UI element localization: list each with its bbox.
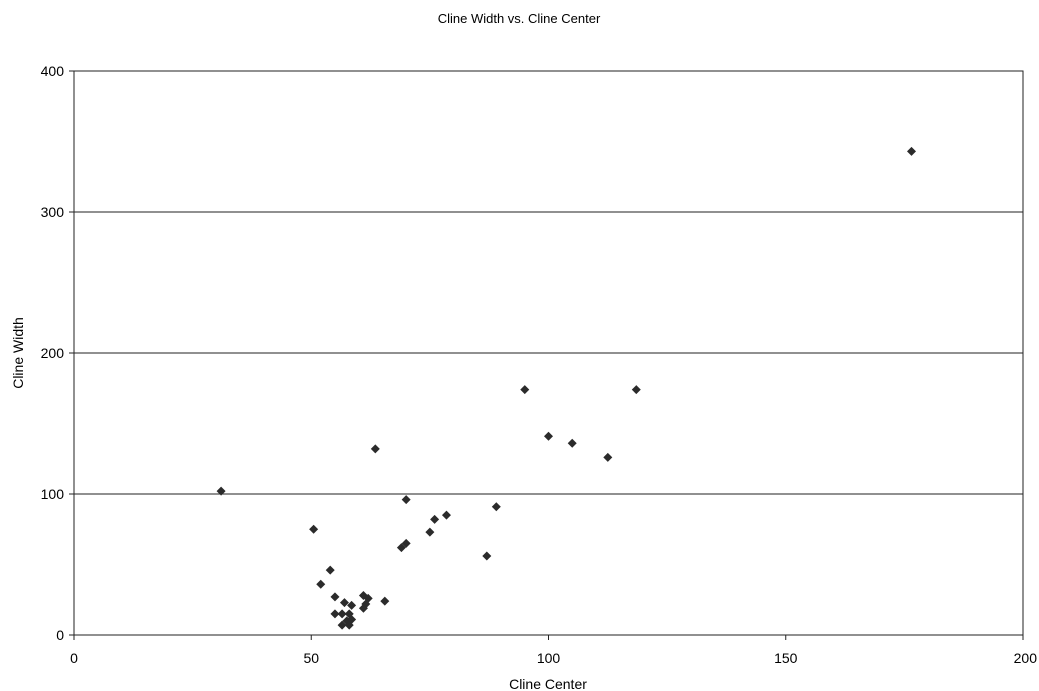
data-point — [347, 614, 357, 624]
data-point — [544, 431, 553, 441]
data-markers — [216, 146, 916, 630]
y-tick-label: 200 — [41, 345, 65, 361]
x-tick-label: 0 — [70, 650, 78, 666]
y-tick-label: 400 — [41, 63, 65, 79]
data-point — [482, 551, 492, 561]
y-tick-label: 100 — [41, 486, 65, 502]
data-point — [216, 486, 226, 496]
data-point — [401, 538, 411, 548]
axis-ticks: 0 100 200 300 400 0 50 100 150 200 — [41, 63, 1038, 666]
data-point — [631, 385, 641, 395]
data-point — [339, 598, 349, 608]
data-point — [603, 452, 613, 462]
data-point — [363, 593, 373, 603]
data-point — [316, 579, 326, 589]
data-point — [337, 609, 347, 619]
gridlines — [74, 211, 1023, 495]
data-point — [430, 514, 440, 524]
data-point — [906, 146, 916, 156]
data-point — [425, 527, 435, 537]
y-tick-label: 0 — [56, 627, 64, 643]
x-axis-label: Cline Center — [509, 676, 587, 691]
y-tick-label: 300 — [41, 204, 65, 220]
data-point — [380, 596, 390, 606]
data-point — [347, 600, 357, 610]
y-axis-label: Cline Width — [10, 317, 26, 389]
data-point — [309, 524, 319, 534]
data-point — [330, 592, 340, 602]
x-tick-label: 150 — [774, 650, 798, 666]
data-point — [491, 502, 501, 512]
x-tick-label: 200 — [1014, 650, 1038, 666]
data-point — [401, 495, 411, 505]
data-point — [441, 510, 451, 520]
data-point — [370, 444, 380, 454]
x-tick-label: 100 — [537, 650, 561, 666]
chart-title: Cline Width vs. Cline Center — [438, 11, 601, 26]
data-point — [325, 565, 335, 575]
data-point — [520, 385, 530, 395]
x-tick-label: 50 — [303, 650, 319, 666]
data-point — [567, 438, 577, 448]
data-point — [330, 609, 340, 619]
